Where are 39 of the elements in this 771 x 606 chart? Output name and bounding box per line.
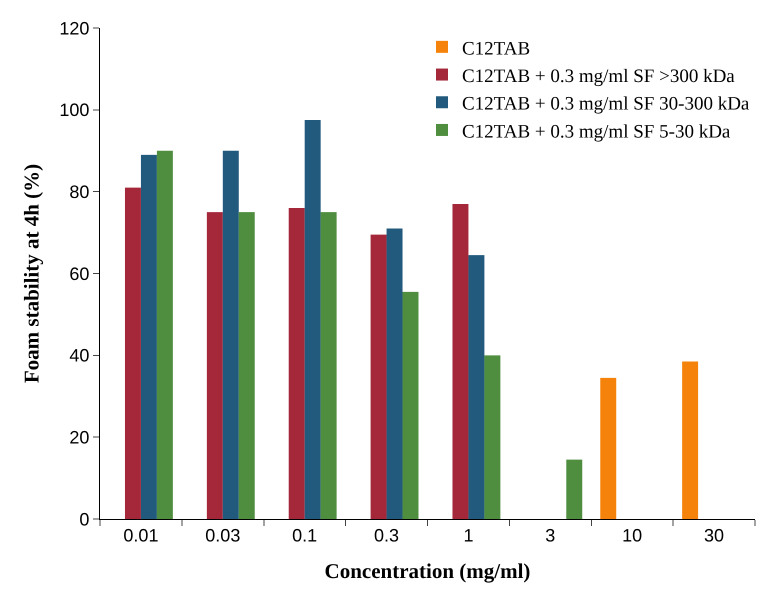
y-tick-label: 20 — [69, 427, 90, 448]
legend-label: C12TAB + 0.3 mg/ml SF >300 kDa — [462, 66, 736, 87]
x-tick-label: 0.01 — [123, 526, 158, 546]
bar — [600, 378, 616, 519]
x-tick-label: 10 — [622, 526, 642, 546]
y-tick-label: 0 — [79, 509, 90, 530]
bar — [452, 204, 468, 519]
bar — [140, 154, 157, 519]
y-tick-label: 60 — [69, 264, 90, 284]
y-tick-label: 100 — [59, 100, 90, 120]
bar — [156, 150, 173, 519]
y-tick-label: 40 — [69, 346, 90, 366]
legend-label: C12TAB + 0.3 mg/ml SF 30-300 kDa — [462, 94, 750, 115]
bar — [320, 212, 337, 519]
legend-label: C12TAB + 0.3 mg/ml SF 5-30 kDa — [462, 121, 731, 142]
bar — [238, 212, 255, 519]
x-tick-label: 0.03 — [205, 526, 240, 546]
y-axis-title: Foam stability at 4h (%) — [20, 164, 44, 384]
bar — [124, 188, 141, 519]
legend-label: C12TAB — [462, 38, 530, 60]
y-tick-label: 120 — [59, 18, 90, 38]
bar — [288, 208, 305, 519]
bar — [304, 120, 321, 519]
y-tick-label: 80 — [69, 182, 90, 202]
x-tick-label: 30 — [704, 526, 724, 546]
bar — [402, 292, 418, 519]
bar — [484, 355, 500, 519]
bar — [468, 255, 484, 519]
bar — [222, 150, 239, 519]
bar — [370, 234, 387, 519]
x-tick-label: 3 — [545, 526, 556, 546]
x-axis-title: Concentration (mg/ml) — [324, 558, 530, 583]
bar — [566, 460, 582, 519]
x-tick-label: 1 — [463, 526, 474, 546]
bar — [206, 212, 223, 519]
bar — [386, 228, 403, 519]
bar — [682, 361, 698, 519]
x-tick-label: 0.3 — [374, 526, 400, 546]
x-tick-label: 0.1 — [292, 526, 318, 546]
